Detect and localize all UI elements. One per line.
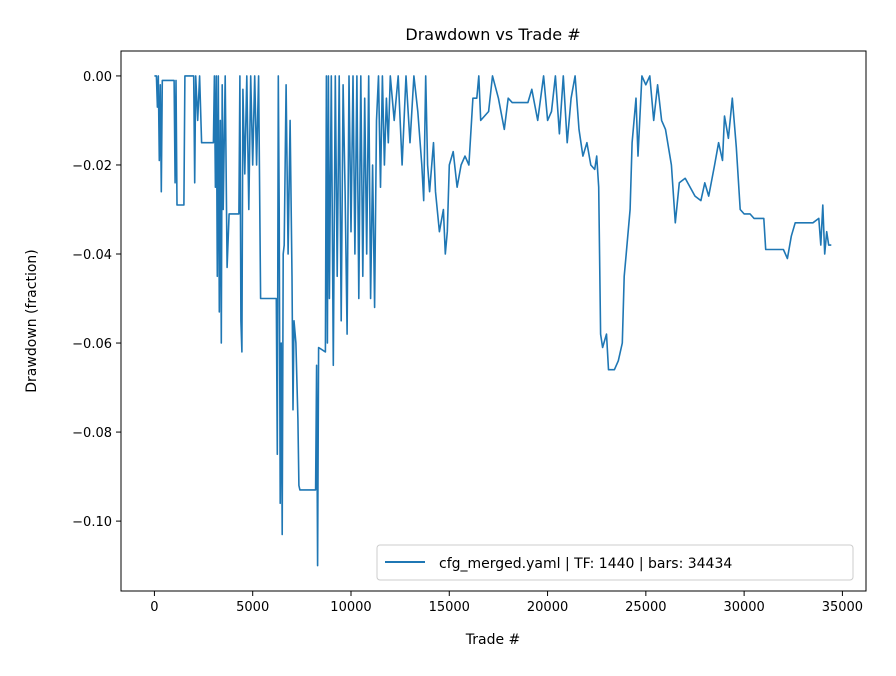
x-tick-label: 0 [150, 600, 158, 615]
y-tick-label: −0.10 [72, 515, 112, 530]
y-tick-label: −0.02 [72, 159, 112, 174]
y-tick-label: −0.08 [72, 426, 112, 441]
y-tick-label: −0.06 [72, 337, 112, 352]
x-tick-label: 15000 [429, 600, 470, 615]
x-tick-label: 5000 [236, 600, 269, 615]
x-tick-label: 20000 [527, 600, 568, 615]
x-tick-label: 35000 [822, 600, 863, 615]
y-tick-label: −0.04 [72, 248, 112, 263]
y-tick-label: 0.00 [83, 70, 112, 85]
legend: cfg_merged.yaml | TF: 1440 | bars: 34434 [376, 544, 854, 581]
x-tick-label: 30000 [723, 600, 764, 615]
x-tick-label: 25000 [625, 600, 666, 615]
x-axis-label: Trade # [465, 632, 521, 648]
chart-title: Drawdown vs Trade # [405, 25, 580, 44]
y-axis-label: Drawdown (fraction) [24, 249, 40, 393]
x-tick-label: 10000 [330, 600, 371, 615]
legend-label: cfg_merged.yaml | TF: 1440 | bars: 34434 [439, 556, 732, 572]
series-line [154, 75, 832, 567]
plot-area [120, 50, 867, 592]
